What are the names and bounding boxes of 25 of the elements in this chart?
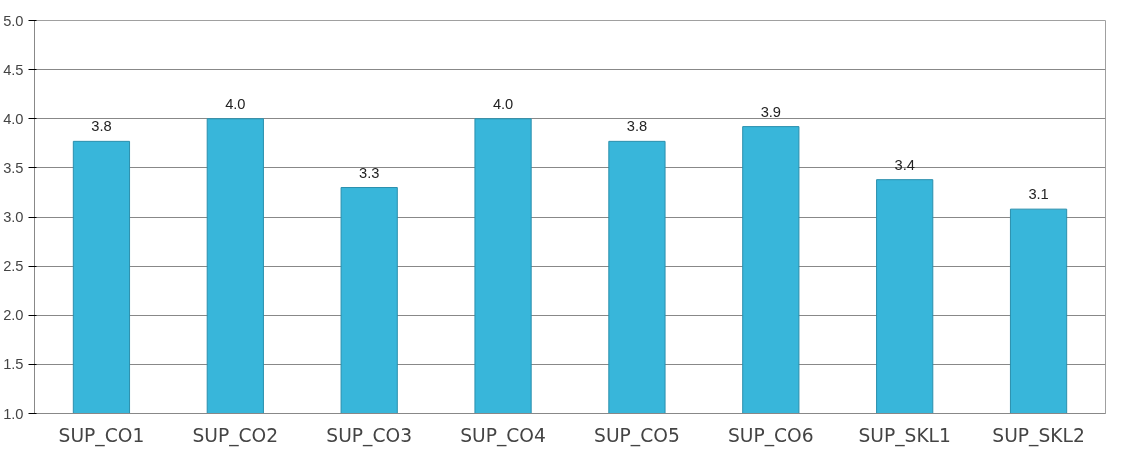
data-label: 3.1 xyxy=(1028,186,1049,203)
data-label: 3.8 xyxy=(626,118,648,135)
y-tick-label: 5.0 xyxy=(3,12,24,29)
data-label: 3.4 xyxy=(894,156,915,173)
y-tick-label: 1.0 xyxy=(3,405,24,422)
x-tick-label: SUP_CO1 xyxy=(58,424,145,447)
x-tick-label: SUP_SKL2 xyxy=(992,424,1085,447)
y-tick-label: 4.5 xyxy=(3,61,24,78)
x-tick-label: SUP_CO2 xyxy=(192,424,279,447)
y-tick-label: 2.0 xyxy=(3,307,24,324)
y-tick-label: 3.5 xyxy=(3,159,24,176)
y-tick-label: 4.0 xyxy=(3,110,24,127)
data-label: 4.0 xyxy=(225,95,246,112)
x-tick-label: SUP_CO3 xyxy=(326,424,413,447)
y-tick-label: 1.5 xyxy=(3,356,24,373)
x-tick-label: SUP_CO4 xyxy=(460,424,546,447)
data-label: 3.8 xyxy=(91,118,112,135)
data-label: 3.3 xyxy=(359,164,380,181)
y-tick-label: 3.0 xyxy=(3,209,24,225)
data-label: 4.0 xyxy=(492,95,514,112)
y-tick-label: 2.5 xyxy=(3,258,24,275)
x-tick-label: SUP_CO5 xyxy=(594,424,680,447)
x-tick-label: SUP_SKL1 xyxy=(858,424,951,447)
data-label: 3.9 xyxy=(760,103,781,120)
x-tick-label: SUP_CO6 xyxy=(727,424,814,447)
